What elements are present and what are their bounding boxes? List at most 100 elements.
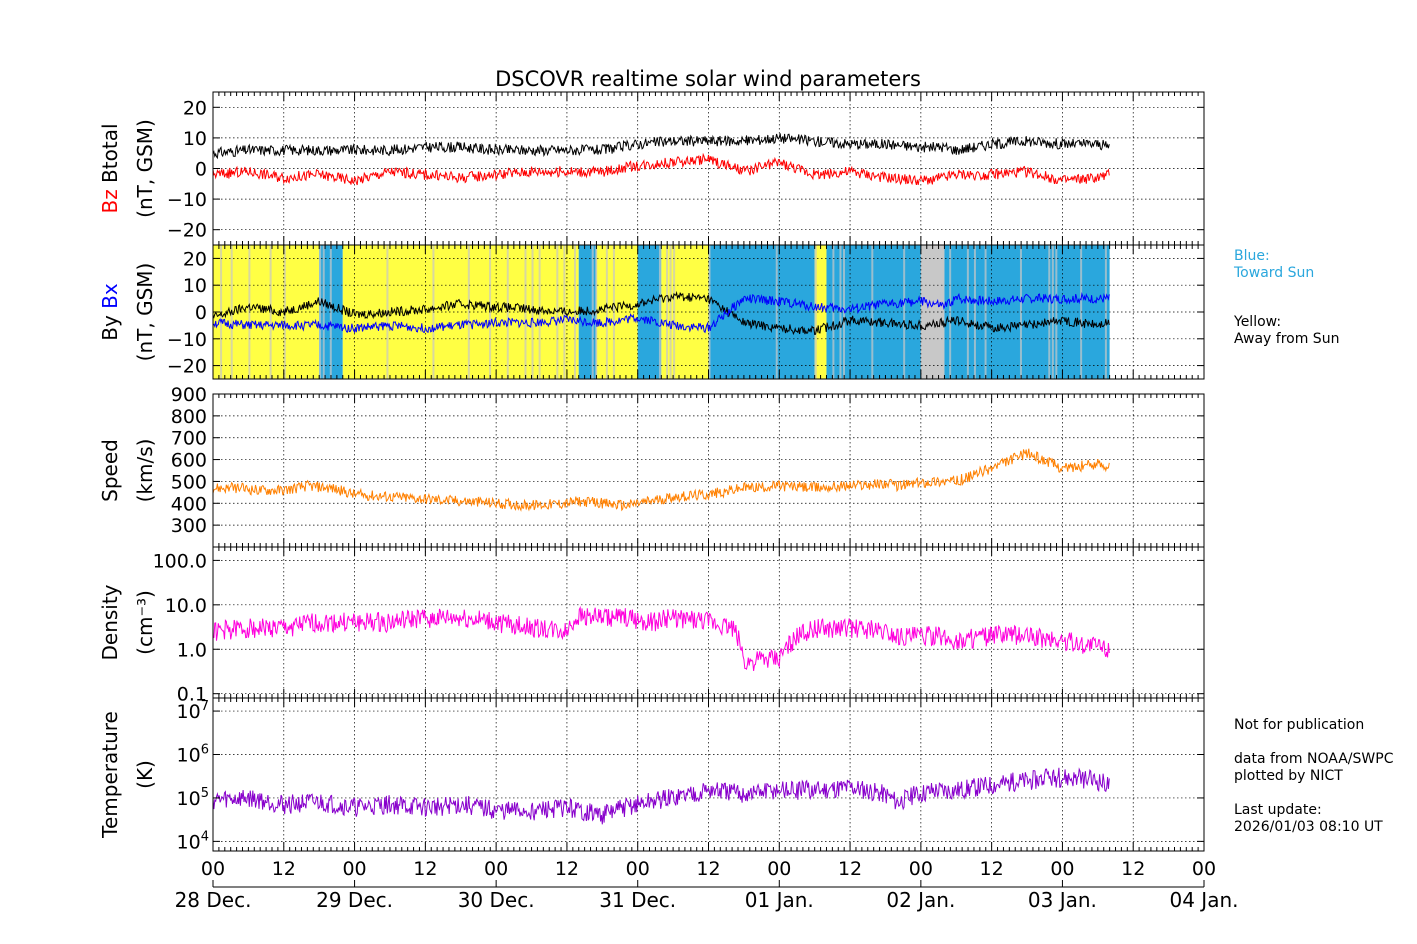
y-tick-label: −20 [167, 356, 207, 378]
y-label-line2: (nT, GSM) [133, 263, 157, 362]
y-ticks [213, 559, 1204, 695]
y-tick-label: 1.0 [177, 639, 207, 661]
y-label-line1: Speed [98, 439, 122, 502]
x-tick-label: 00 [342, 858, 366, 880]
y-label-line1: Temperature [98, 711, 122, 839]
y-tick-label: 0 [195, 159, 207, 181]
panels-group: −20 −10 0 10 20 Bz Btotal (nT, GSM) −20 −10 0 10 20… [98, 91, 1205, 853]
y-tick-label: 300 [171, 515, 207, 537]
sector-stripe [669, 245, 672, 379]
sector-stripe [1019, 245, 1022, 379]
panel-density: 0.1 1.0 10.0 100.0 Density (cm⁻³) [98, 546, 1205, 706]
plotted-by-note: plotted by NICT [1234, 768, 1343, 784]
y-label-line2: (nT, GSM) [133, 119, 157, 218]
sector-stripe [666, 245, 669, 379]
date-label: 03 Jan. [1028, 888, 1097, 912]
sector-stripe [1055, 245, 1058, 379]
y-tick-label: 800 [171, 406, 207, 428]
y-label-line2: (cm⁻³) [133, 590, 157, 655]
y-ticks [213, 257, 1204, 367]
panel-temperature: 104 105 106 107 Temperature (K) [98, 697, 1205, 853]
last-update-value: 2026/01/03 08:10 UT [1234, 819, 1383, 835]
date-label: 28 Dec. [175, 888, 252, 912]
panel-mag: −20 −10 0 10 20 Bz Btotal (nT, GSM) [98, 91, 1205, 246]
y-ticks [213, 710, 1204, 842]
legend-toward-title: Blue: [1234, 248, 1270, 264]
y-tick-label: 700 [171, 428, 207, 450]
sector-stripe [871, 245, 874, 379]
sector-stripe [903, 245, 906, 379]
x-tick-label: 12 [980, 858, 1004, 880]
grid [213, 245, 1204, 379]
series-temperature [212, 767, 1110, 825]
y-tick-label: 107 [177, 699, 209, 723]
sector-legend: Blue: Toward Sun Yellow: Away from Sun [1234, 248, 1339, 348]
date-label: 31 Dec. [599, 888, 676, 912]
legend-away-title: Yellow: [1234, 314, 1282, 330]
sector-stripe [658, 245, 661, 379]
date-label: 29 Dec. [316, 888, 393, 912]
y-tick-label: 900 [171, 384, 207, 406]
y-label-line1: Density [98, 584, 122, 660]
panel-imf: −20 −10 0 10 20 By Bx (nT, GSM) [98, 244, 1205, 380]
x-tick-label: 00 [1192, 858, 1216, 880]
x-tick-label: 12 [555, 858, 579, 880]
sector-stripe [1051, 245, 1054, 379]
sector-stripe [814, 245, 817, 379]
y-tick-label: 10.0 [165, 595, 207, 617]
x-tick-label: 00 [201, 858, 225, 880]
sector-stripe [319, 245, 322, 379]
y-tick-label: −20 [167, 220, 207, 242]
sector-span-mixed [920, 245, 945, 379]
date-label: 30 Dec. [458, 888, 535, 912]
series-by [212, 290, 1110, 336]
x-tick-label: 12 [272, 858, 296, 880]
sector-stripe [467, 245, 470, 379]
x-tick-label: 12 [413, 858, 437, 880]
not-for-publication-note: Not for publication [1234, 717, 1365, 733]
sector-stripe [538, 245, 541, 379]
y-tick-label: 10 [183, 275, 207, 297]
grid [213, 547, 1204, 698]
x-tick-label: 00 [626, 858, 650, 880]
date-label: 04 Jan. [1170, 888, 1239, 912]
grid [213, 92, 1204, 245]
grid [213, 393, 1204, 547]
sector-stripe [506, 245, 509, 379]
sector-stripe [966, 245, 969, 379]
y-tick-label: −10 [167, 189, 207, 211]
series-bx [212, 292, 1110, 334]
sector-stripe [605, 245, 608, 379]
x-tick-label: 00 [909, 858, 933, 880]
data-source-note: data from NOAA/SWPC [1234, 751, 1394, 767]
sector-stripe [269, 245, 272, 379]
y-label-line2: (km/s) [133, 439, 157, 503]
y-tick-label: 0.1 [177, 684, 207, 706]
y-ticks [213, 106, 1204, 231]
x-tick-label: 12 [838, 858, 862, 880]
y-tick-label: 20 [183, 97, 207, 119]
sector-stripe [775, 245, 778, 379]
sector-stripe [842, 245, 845, 379]
y-tick-label: 600 [171, 450, 207, 472]
y-tick-label: 104 [177, 829, 209, 853]
date-label: 02 Jan. [886, 888, 955, 912]
sector-stripe [563, 245, 566, 379]
y-tick-label: 500 [171, 471, 207, 493]
y-tick-label: 106 [177, 743, 209, 767]
x-ticks [212, 92, 1205, 851]
series-bz [212, 152, 1110, 186]
y-tick-label: 10 [183, 128, 207, 150]
y-tick-label: 20 [183, 248, 207, 270]
grid [213, 698, 1204, 851]
y-tick-label: 100.0 [153, 550, 207, 572]
sector-stripe [973, 245, 976, 379]
y-tick-label: 400 [171, 493, 207, 515]
y-tick-label: −10 [167, 329, 207, 351]
series-btotal [212, 133, 1110, 160]
y-tick-label: 0 [195, 302, 207, 324]
chart-title: DSCOVR realtime solar wind parameters [495, 67, 921, 91]
